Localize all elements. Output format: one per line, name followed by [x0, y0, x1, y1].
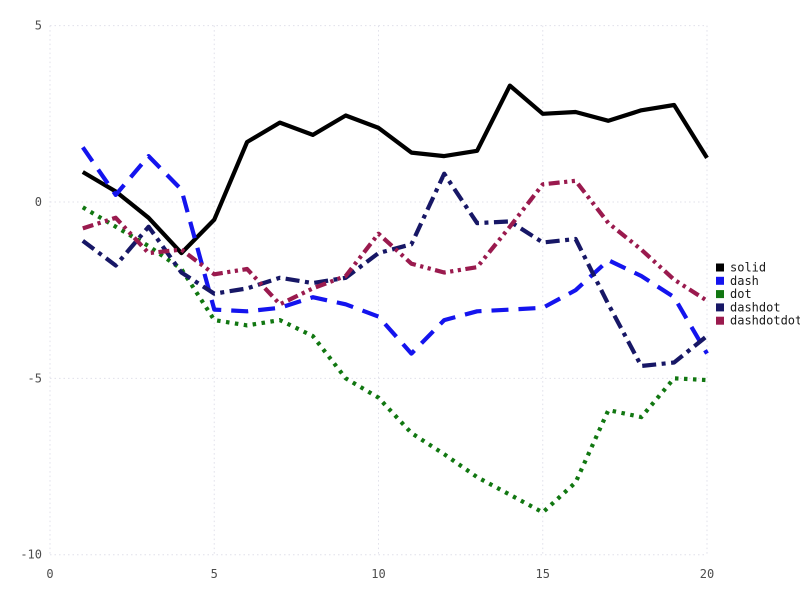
legend-label-dashdot: dashdot [730, 300, 781, 314]
series-lines [81, 83, 709, 515]
legend-label-dashdotdot: dashdotdot [730, 314, 800, 328]
x-tick-label: 0 [46, 567, 53, 581]
y-axis-tick-labels: -10 -5 0 5 [20, 19, 42, 562]
y-tick-label: 0 [35, 195, 42, 209]
series-line-dashdot [81, 171, 709, 369]
legend-swatch-dash [716, 276, 724, 285]
legend-swatch-dashdotdot [716, 316, 724, 325]
x-tick-label: 10 [371, 567, 385, 581]
series-line-dot [81, 205, 708, 515]
y-tick-label: 5 [35, 19, 42, 33]
x-tick-label: 20 [700, 567, 714, 581]
x-axis-tick-labels: 0 5 10 15 20 [46, 567, 714, 581]
series-line-dashdotdot [82, 178, 709, 307]
gridlines [49, 25, 708, 556]
legend-swatch-dashdot [716, 303, 724, 312]
legend-swatch-dot [716, 290, 724, 299]
legend-swatch-solid [716, 263, 724, 272]
x-tick-label: 15 [536, 567, 550, 581]
series-line-dash [81, 146, 709, 356]
x-tick-label: 5 [211, 567, 218, 581]
series-line-solid [81, 83, 709, 256]
legend-label-dash: dash [730, 274, 759, 288]
legend-label-solid: solid [730, 261, 766, 275]
legend-label-dot: dot [730, 287, 752, 301]
y-tick-label: -10 [20, 548, 42, 562]
y-tick-label: -5 [28, 371, 42, 385]
